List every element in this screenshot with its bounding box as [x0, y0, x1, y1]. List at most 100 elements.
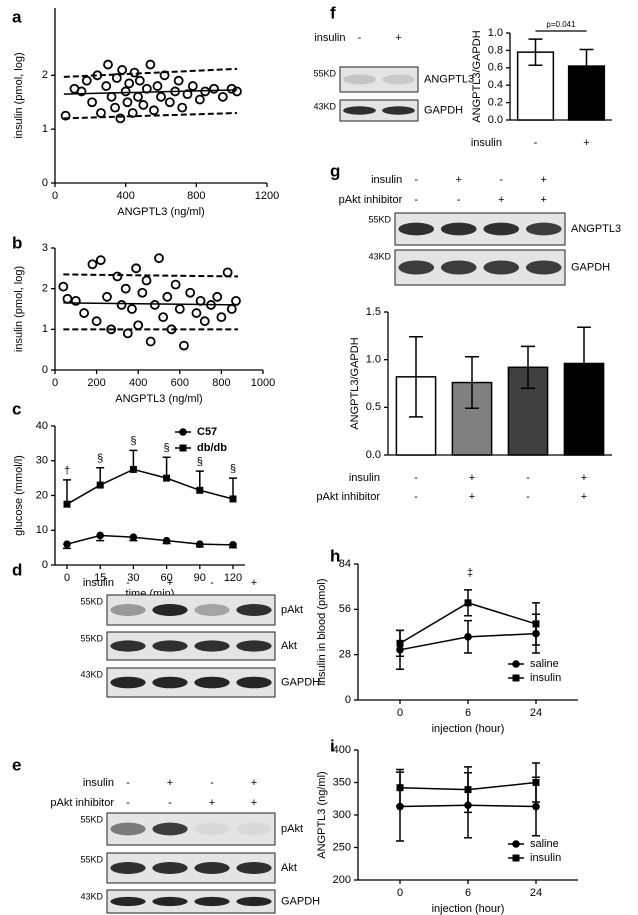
condition-sign: +	[167, 777, 173, 789]
marker-size: 55KD	[368, 214, 391, 224]
blot-band	[236, 604, 272, 616]
marker-size: 43KD	[313, 101, 336, 111]
x-tick-label: 24	[530, 887, 542, 899]
annotation: §	[197, 456, 203, 468]
y-tick-label: 2	[42, 283, 48, 295]
point	[81, 75, 92, 86]
x-tick-label: 1000	[251, 377, 275, 389]
blot-band	[382, 74, 415, 85]
annotation: §	[130, 435, 136, 447]
blot-band	[110, 640, 146, 652]
y-tick-label: 0.6	[488, 62, 503, 74]
x-tick-label: 30	[127, 572, 139, 584]
blot-band	[194, 604, 230, 616]
point	[152, 81, 163, 91]
point	[187, 81, 198, 91]
point	[120, 86, 131, 97]
point	[164, 97, 175, 108]
x-tick-label: 800	[212, 377, 230, 389]
point	[133, 320, 144, 331]
point	[111, 73, 122, 83]
marker	[464, 786, 472, 794]
panel-letter: a	[12, 7, 22, 26]
condition-sign: -	[210, 577, 214, 589]
marker	[196, 486, 204, 494]
marker	[96, 481, 104, 489]
blot-band	[236, 862, 272, 874]
x-tick-label: 120	[224, 572, 242, 584]
marker	[532, 802, 540, 811]
point	[231, 295, 241, 306]
x-tick-label: 400	[129, 377, 147, 389]
point	[174, 304, 185, 314]
marker	[129, 533, 138, 541]
legend-label: insulin	[530, 672, 561, 684]
y-tick-label: 1.0	[366, 354, 381, 366]
blot-band	[483, 260, 520, 275]
blot-band	[398, 222, 435, 236]
panel-letter: g	[330, 161, 340, 180]
condition-name: pAkt inhibitor	[316, 491, 380, 503]
condition-sign: -	[414, 472, 418, 484]
y-axis-label: glucose (mmol/l)	[13, 455, 25, 536]
panel-letter: b	[12, 233, 22, 252]
y-tick-label: 0	[42, 559, 48, 571]
x-tick-label: 400	[116, 190, 134, 202]
point	[116, 300, 127, 310]
fit-line	[63, 273, 239, 278]
condition-sign: -	[414, 491, 418, 503]
legend-marker	[179, 428, 187, 436]
x-tick-label: 0	[52, 377, 58, 389]
y-tick-label: 20	[36, 489, 48, 501]
condition-sign: -	[358, 32, 362, 44]
marker	[63, 500, 71, 508]
point	[145, 59, 156, 70]
y-tick-label: 1.0	[488, 27, 503, 39]
y-tick-label: 1	[42, 123, 48, 135]
blot-band	[152, 822, 188, 836]
point	[95, 255, 106, 266]
condition-name: insulin	[349, 472, 380, 484]
point	[170, 86, 181, 97]
y-tick-label: 0	[42, 364, 48, 376]
point	[115, 113, 126, 124]
blot-band	[236, 676, 272, 689]
y-tick-label: 0.5	[366, 401, 381, 413]
condition-sign: -	[526, 491, 530, 503]
y-tick-label: 200	[333, 874, 351, 886]
point	[200, 86, 211, 97]
marker-size: 55KD	[80, 854, 103, 864]
marker-size: 55KD	[313, 68, 336, 78]
y-axis-label: insulin (pmol, log)	[13, 266, 25, 352]
y-axis-label: ANGPTL3/GAPDH	[471, 30, 483, 122]
y-tick-label: 0	[345, 694, 351, 706]
point	[166, 324, 177, 335]
condition-sign: +	[541, 194, 547, 206]
panel-letter: f	[330, 3, 336, 22]
protein-name: Akt	[281, 640, 297, 652]
point	[217, 91, 228, 102]
point	[96, 108, 106, 118]
protein-name: GAPDH	[281, 895, 320, 907]
point	[182, 89, 193, 100]
annotation: p=0.041	[546, 20, 576, 29]
point	[76, 86, 87, 97]
panel-letter: e	[12, 755, 21, 774]
blot-band	[525, 222, 562, 236]
y-tick-label: 250	[333, 841, 351, 853]
legend-marker	[512, 840, 520, 848]
y-tick-label: 84	[339, 558, 351, 570]
blot-strip	[339, 99, 419, 122]
point	[141, 275, 152, 286]
blot-band	[483, 222, 520, 236]
condition-name: insulin	[314, 32, 345, 44]
marker-size: 55KD	[80, 633, 103, 643]
x-tick-label: 6	[465, 707, 471, 719]
point	[232, 86, 242, 97]
point	[60, 110, 71, 121]
marker	[162, 536, 171, 545]
condition-name: insulin	[471, 137, 502, 149]
fit-line	[63, 112, 237, 120]
blot-band	[110, 896, 146, 907]
condition-sign: +	[583, 137, 589, 149]
